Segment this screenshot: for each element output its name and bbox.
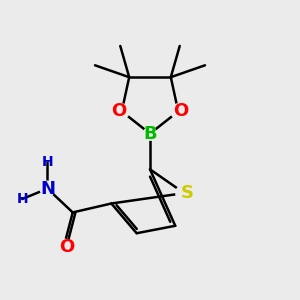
Circle shape (40, 181, 55, 196)
Text: O: O (174, 102, 189, 120)
Text: N: N (40, 180, 55, 198)
Text: O: O (59, 238, 74, 256)
Circle shape (56, 239, 71, 254)
Text: H: H (16, 192, 28, 206)
Circle shape (176, 185, 193, 201)
Circle shape (171, 104, 186, 119)
Text: S: S (181, 184, 194, 202)
Text: O: O (111, 102, 126, 120)
Circle shape (143, 127, 157, 140)
Text: B: B (143, 125, 157, 143)
Circle shape (114, 104, 129, 119)
Text: H: H (42, 155, 53, 169)
